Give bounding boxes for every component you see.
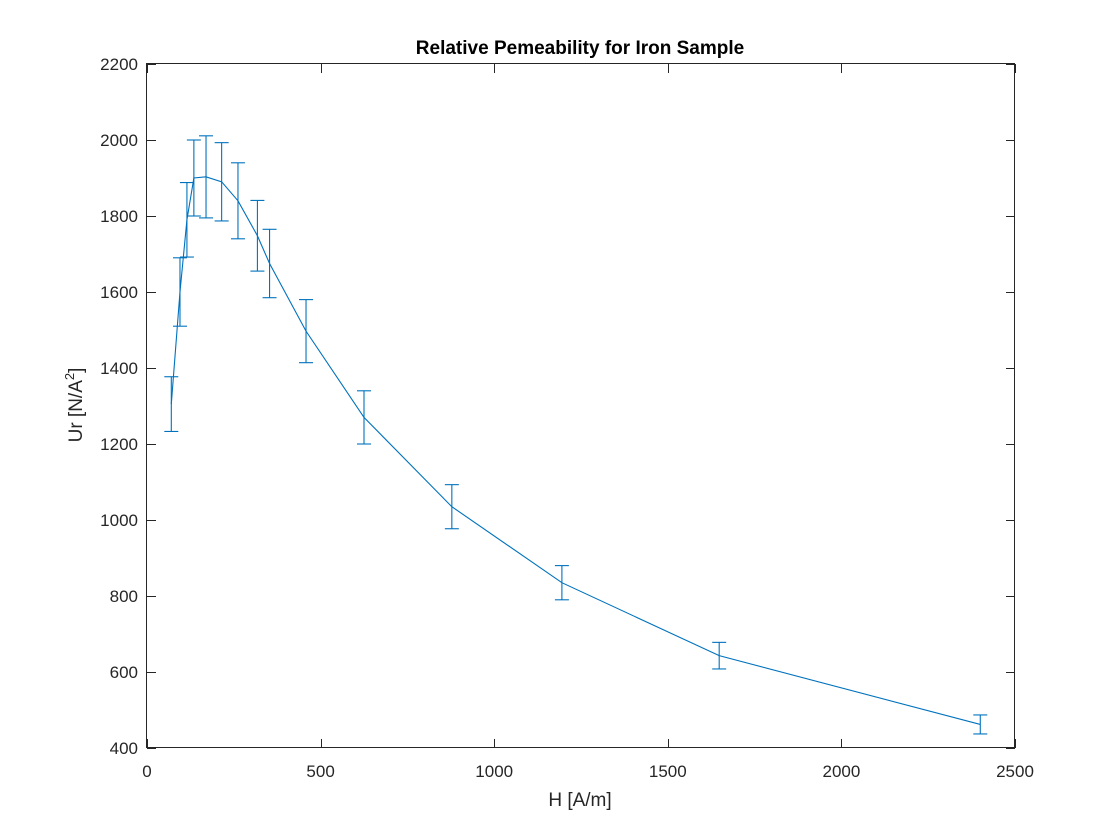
error-bar <box>186 139 201 217</box>
y-axis: 400 600 800 1000 1200 1400 1600 1800 2000 2200 <box>100 55 1015 758</box>
y-tick-label: 1600 <box>100 283 138 302</box>
y-axis-label-superscript: 2 <box>62 373 77 380</box>
error-bar <box>172 257 187 327</box>
error-bar <box>444 484 459 530</box>
y-tick-label: 1400 <box>100 359 138 378</box>
error-bar <box>164 376 179 433</box>
error-bar <box>712 641 727 670</box>
x-axis: 0 500 1000 1500 2000 2500 <box>142 64 1034 781</box>
error-bar <box>262 228 277 299</box>
chart-title: Relative Pemeability for Iron Sample <box>416 38 744 59</box>
error-bar <box>214 142 229 222</box>
error-bar <box>199 135 214 219</box>
y-axis-label-close: ] <box>66 368 87 373</box>
y-tick-label: 1200 <box>100 435 138 454</box>
y-tick-label: 1000 <box>100 511 138 530</box>
plot-area <box>164 135 988 735</box>
x-tick-label: 1000 <box>475 762 513 781</box>
y-tick-label: 2000 <box>100 131 138 150</box>
error-bar <box>554 565 569 601</box>
error-bar <box>179 182 194 258</box>
error-bar <box>299 299 314 364</box>
error-bar <box>230 162 245 240</box>
x-tick-label: 500 <box>306 762 334 781</box>
error-bar <box>357 390 371 445</box>
error-bar <box>973 714 988 735</box>
series-line <box>170 176 981 725</box>
y-tick-label: 400 <box>110 739 138 758</box>
y-axis-label: Ur [N/A2] <box>62 368 87 443</box>
x-tick-label: 1500 <box>649 762 687 781</box>
y-tick-label: 600 <box>110 663 138 682</box>
x-axis-label: H [A/m] <box>548 790 611 811</box>
y-tick-label: 1800 <box>100 207 138 226</box>
y-tick-label: 2200 <box>100 55 138 74</box>
error-bar <box>250 199 265 272</box>
y-axis-label-base: Ur [N/A <box>66 380 87 443</box>
x-tick-label: 2000 <box>822 762 860 781</box>
y-tick-label: 800 <box>110 587 138 606</box>
x-tick-label: 2500 <box>996 762 1034 781</box>
axes-box <box>146 63 1015 748</box>
x-tick-label: 0 <box>142 762 151 781</box>
